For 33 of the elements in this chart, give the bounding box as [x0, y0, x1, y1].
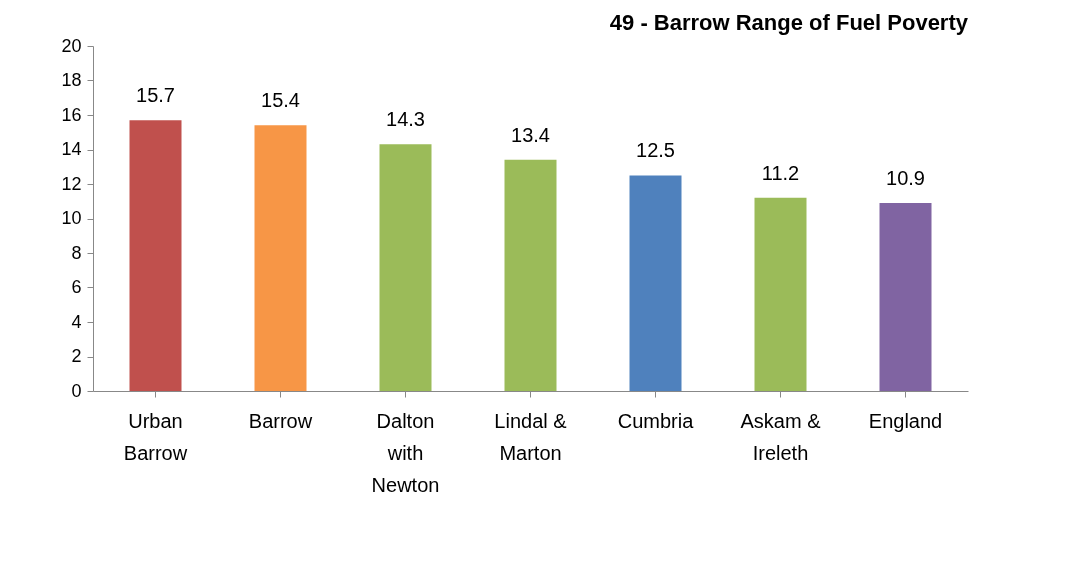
bar — [879, 202, 932, 391]
data-label: 15.7 — [136, 84, 175, 107]
y-tick-label: 20 — [61, 35, 82, 56]
data-label: 15.4 — [261, 89, 300, 112]
y-tick-label: 0 — [71, 380, 82, 401]
data-label: 10.9 — [886, 166, 925, 189]
bar — [129, 120, 182, 391]
x-tick-label: Askam & Ireleth — [740, 409, 822, 464]
x-tick-label: Dalton with Newton — [371, 409, 440, 496]
chart-title: 49 - Barrow Range of Fuel Poverty — [609, 10, 969, 35]
bar — [629, 175, 682, 391]
y-tick-label: 18 — [61, 70, 82, 90]
y-tick-label: 12 — [61, 173, 82, 194]
data-label: 11.2 — [761, 161, 800, 184]
data-label: 12.5 — [636, 139, 675, 162]
bar — [254, 125, 307, 391]
y-tick-label: 6 — [71, 277, 82, 297]
bar — [379, 144, 432, 391]
x-tick-label: Urban Barrow — [123, 409, 188, 464]
data-label: 13.4 — [511, 123, 550, 146]
y-tick-label: 8 — [71, 242, 82, 263]
x-tick-label: Lindal & Marton — [494, 409, 568, 464]
y-tick-label: 4 — [71, 311, 82, 332]
bar — [754, 197, 807, 391]
x-tick-label: Cumbria — [617, 409, 695, 432]
x-tick-label: Barrow — [248, 409, 313, 432]
data-label: 14.3 — [386, 108, 425, 131]
x-tick-label: England — [868, 409, 943, 432]
y-tick-label: 14 — [61, 139, 82, 159]
y-tick-label: 10 — [61, 208, 82, 228]
y-tick-label: 16 — [61, 104, 82, 125]
y-tick-label: 2 — [71, 346, 82, 366]
bar — [504, 159, 557, 391]
